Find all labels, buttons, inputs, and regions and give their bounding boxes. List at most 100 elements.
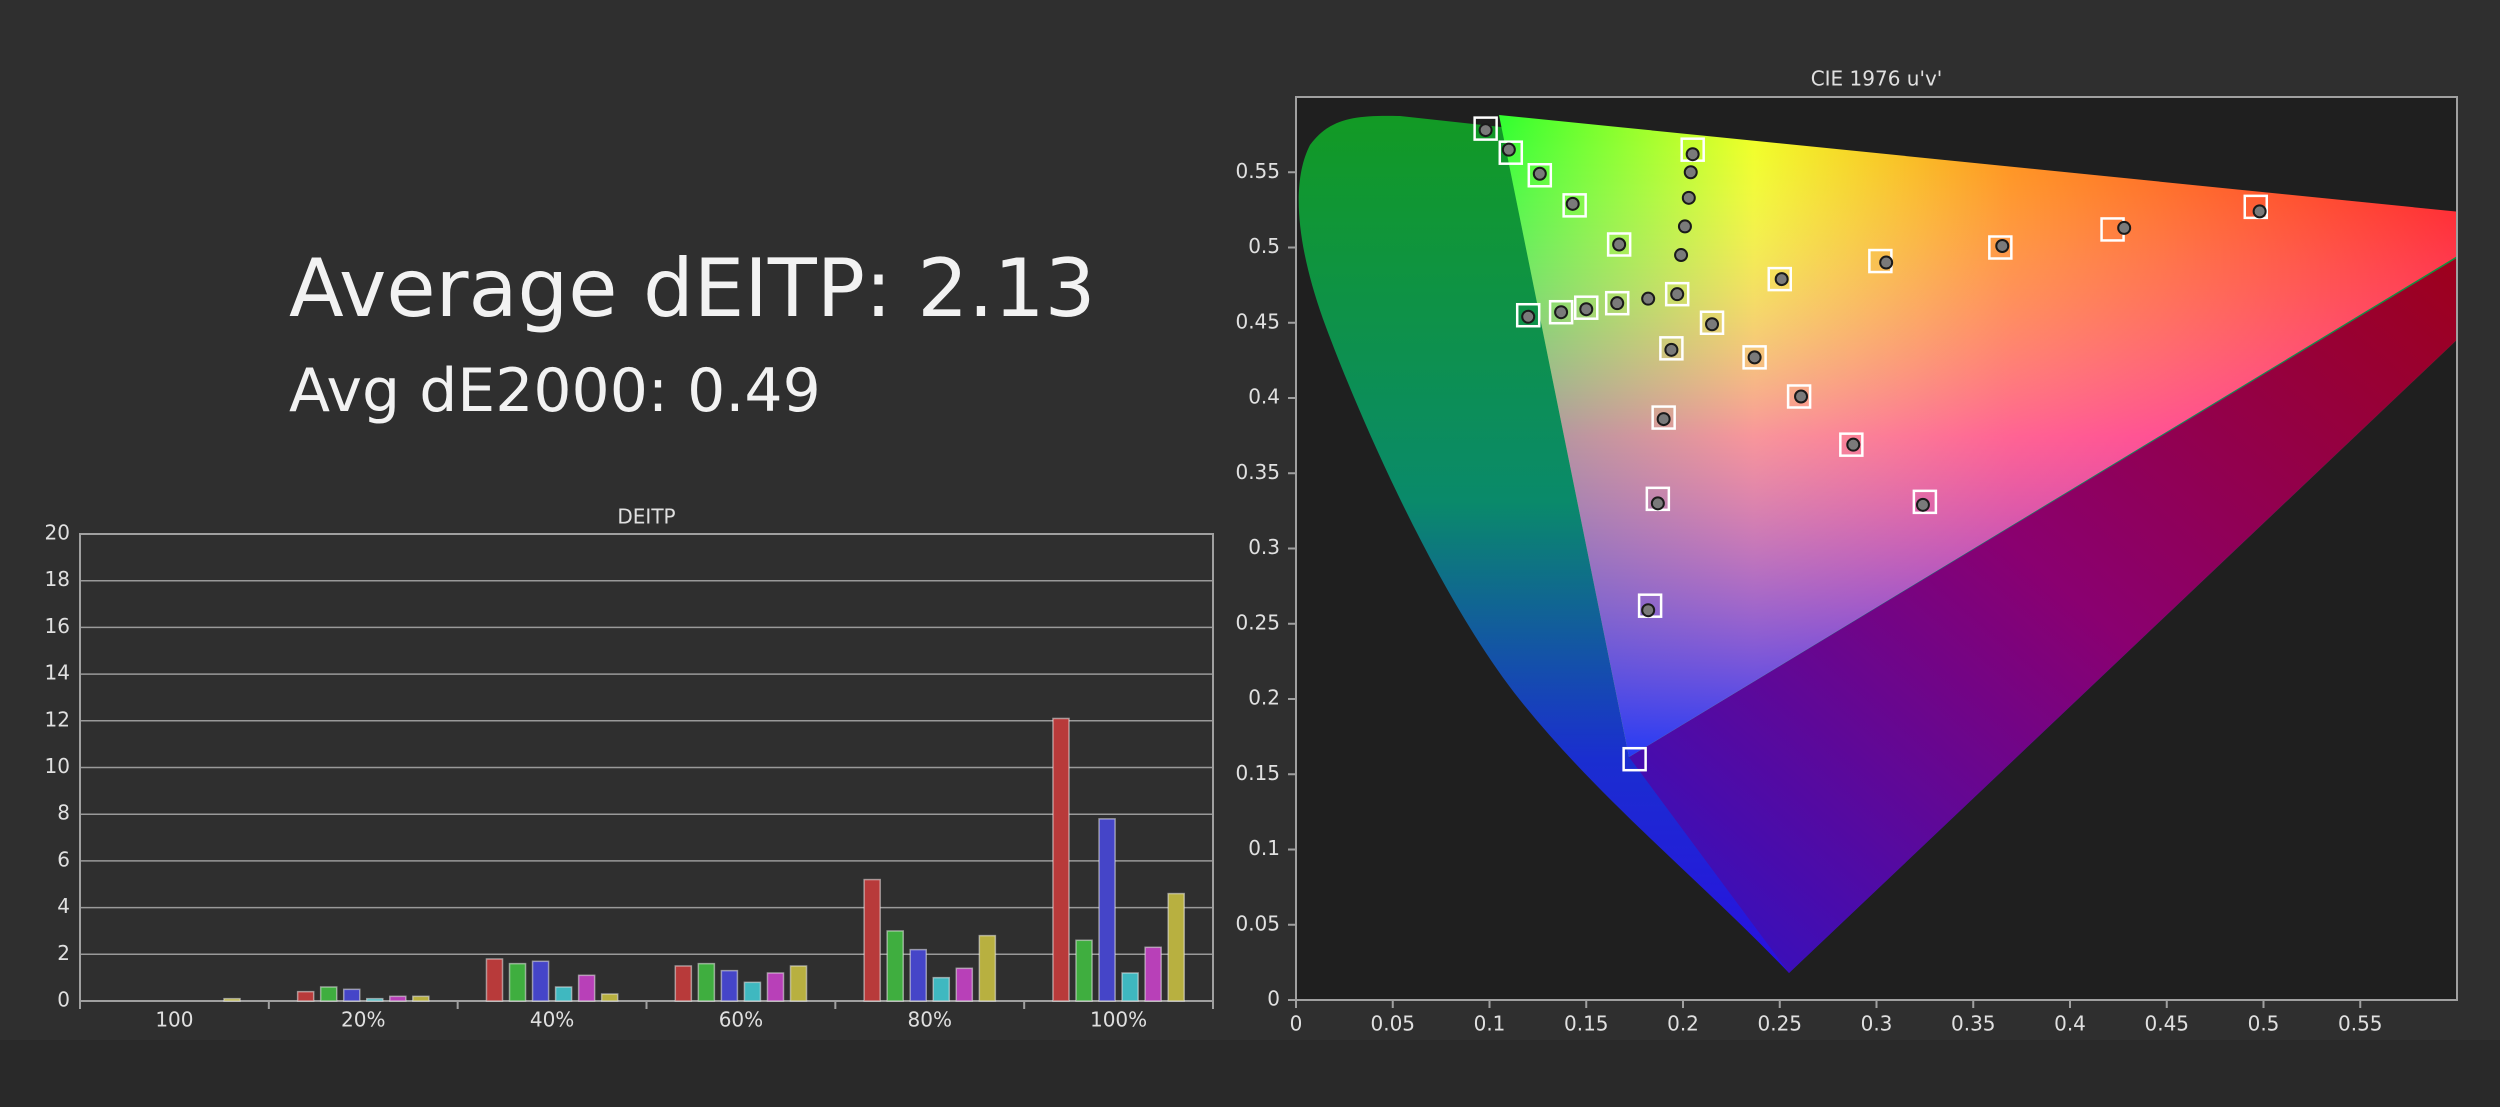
target-marker	[1498, 140, 1524, 165]
target-marker	[1622, 746, 1647, 772]
measured-marker	[1685, 147, 1700, 162]
y-tick-label: 14	[45, 661, 70, 685]
measured-marker	[1774, 272, 1789, 287]
measured-marker	[1995, 238, 2010, 253]
measured-marker	[1674, 248, 1689, 263]
y-tick-label: 0.5	[1248, 234, 1280, 258]
target-marker	[1604, 290, 1630, 316]
bar	[319, 986, 338, 1002]
target-marker	[1988, 235, 2013, 260]
y-tick-label: 0.1	[1248, 836, 1280, 860]
gamut-diagram	[1298, 115, 2457, 973]
bar	[720, 969, 739, 1002]
measured-marker	[1612, 237, 1627, 252]
y-tick-label: 2	[57, 941, 70, 965]
measured-marker	[2252, 204, 2267, 219]
target-marker	[2243, 194, 2269, 220]
target-marker	[1606, 232, 1632, 257]
measured-marker	[1554, 305, 1569, 320]
target-marker	[1742, 345, 1767, 370]
bar	[485, 958, 504, 1002]
y-tick-label: 0.35	[1235, 460, 1280, 484]
measured-marker	[1664, 342, 1679, 357]
bar	[1167, 892, 1185, 1002]
target-marker	[1515, 302, 1541, 328]
bar	[978, 934, 997, 1002]
measured-marker	[1478, 123, 1493, 138]
x-tick-label: 0.05	[1370, 1012, 1415, 1036]
y-tick-label: 16	[45, 614, 70, 638]
chart-title: CIE 1976 u'v'	[1811, 67, 1943, 91]
average-deitp: Average dEITP: 2.13	[289, 242, 1095, 335]
bar	[697, 962, 716, 1002]
avg-de2000: Avg dE2000: 0.49	[289, 356, 821, 426]
measured-marker	[1794, 389, 1809, 404]
measured-marker	[1610, 296, 1625, 311]
x-tick-label: 0.35	[1951, 1012, 1996, 1036]
chart-title: DEITP	[617, 505, 675, 529]
measured-marker	[1641, 603, 1656, 618]
bar	[766, 972, 785, 1002]
measured-marker	[1677, 219, 1692, 234]
y-tick-label: 4	[57, 894, 70, 918]
gamut-triangle-shade	[1499, 115, 2457, 757]
y-tick-label: 0	[1267, 987, 1280, 1011]
target-marker	[1562, 193, 1587, 218]
bar	[955, 967, 974, 1002]
bar	[909, 948, 928, 1002]
bar	[412, 995, 430, 1002]
y-tick-label: 0.2	[1248, 686, 1280, 710]
bar	[508, 962, 527, 1002]
y-tick-label: 0.05	[1235, 911, 1280, 935]
target-marker	[1664, 281, 1690, 307]
bar	[600, 993, 619, 1002]
measured-marker	[1846, 437, 1861, 452]
purple-region	[1629, 257, 2457, 973]
measured-marker	[1705, 317, 1720, 332]
measured-marker	[1501, 142, 1516, 157]
target-marker	[1786, 384, 1812, 409]
y-tick-label: 0.4	[1248, 385, 1280, 409]
y-tick-label: 0.3	[1248, 535, 1280, 559]
y-tick-label: 10	[45, 754, 70, 778]
x-tick-label: 0.55	[2338, 1012, 2383, 1036]
measured-marker	[1579, 302, 1594, 317]
target-marker	[1839, 432, 1864, 457]
bar	[1098, 818, 1116, 1002]
x-tick-label: 100%	[1090, 1008, 1147, 1032]
target-marker	[1473, 116, 1498, 141]
bar	[223, 997, 241, 1002]
bar	[365, 997, 384, 1002]
bar	[1075, 939, 1093, 1002]
x-tick-label: 0.4	[2054, 1012, 2086, 1036]
measured-marker	[1670, 287, 1685, 302]
x-tick-label: 80%	[908, 1008, 952, 1032]
bar	[554, 986, 573, 1002]
bar	[789, 965, 808, 1002]
measured-marker	[1683, 165, 1698, 180]
x-tick-label: 100	[155, 1008, 193, 1032]
measured-marker	[1532, 166, 1547, 181]
y-tick-label: 20	[45, 521, 70, 545]
bar	[389, 995, 407, 1002]
measured-marker	[1565, 196, 1580, 211]
measured-marker	[1747, 350, 1762, 365]
bar	[1144, 946, 1162, 1002]
target-marker	[1548, 299, 1574, 325]
bar	[1052, 717, 1070, 1002]
y-tick-label: 0.15	[1235, 761, 1280, 785]
x-tick-label: 0.25	[1757, 1012, 1802, 1036]
y-tick-label: 8	[57, 801, 70, 825]
x-tick-label: 40%	[530, 1008, 574, 1032]
bar	[674, 965, 693, 1002]
measured-marker	[1681, 190, 1696, 205]
x-tick-label: 0.5	[2248, 1012, 2280, 1036]
y-tick-label: 0.45	[1235, 309, 1280, 333]
bar	[342, 988, 361, 1002]
measured-marker	[1521, 309, 1536, 324]
bar	[863, 878, 881, 1002]
x-tick-label: 60%	[719, 1008, 763, 1032]
x-tick-label: 0.3	[1861, 1012, 1893, 1036]
y-tick-label: 0.55	[1235, 159, 1280, 183]
x-tick-label: 0.1	[1474, 1012, 1506, 1036]
